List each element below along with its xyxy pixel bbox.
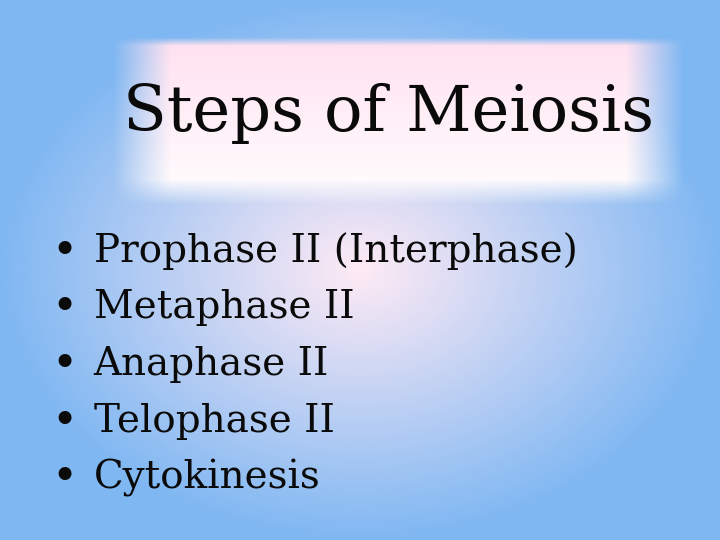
Text: •: •: [52, 400, 78, 443]
Text: Metaphase II: Metaphase II: [94, 289, 354, 326]
Text: •: •: [52, 343, 78, 386]
Text: Telophase II: Telophase II: [94, 403, 335, 440]
Text: Cytokinesis: Cytokinesis: [94, 459, 320, 497]
Text: •: •: [52, 456, 78, 500]
Text: Steps of Meiosis: Steps of Meiosis: [123, 83, 654, 144]
Text: •: •: [52, 230, 78, 273]
Text: •: •: [52, 286, 78, 329]
Text: Anaphase II: Anaphase II: [94, 346, 329, 383]
Text: Prophase II (Interphase): Prophase II (Interphase): [94, 232, 577, 270]
